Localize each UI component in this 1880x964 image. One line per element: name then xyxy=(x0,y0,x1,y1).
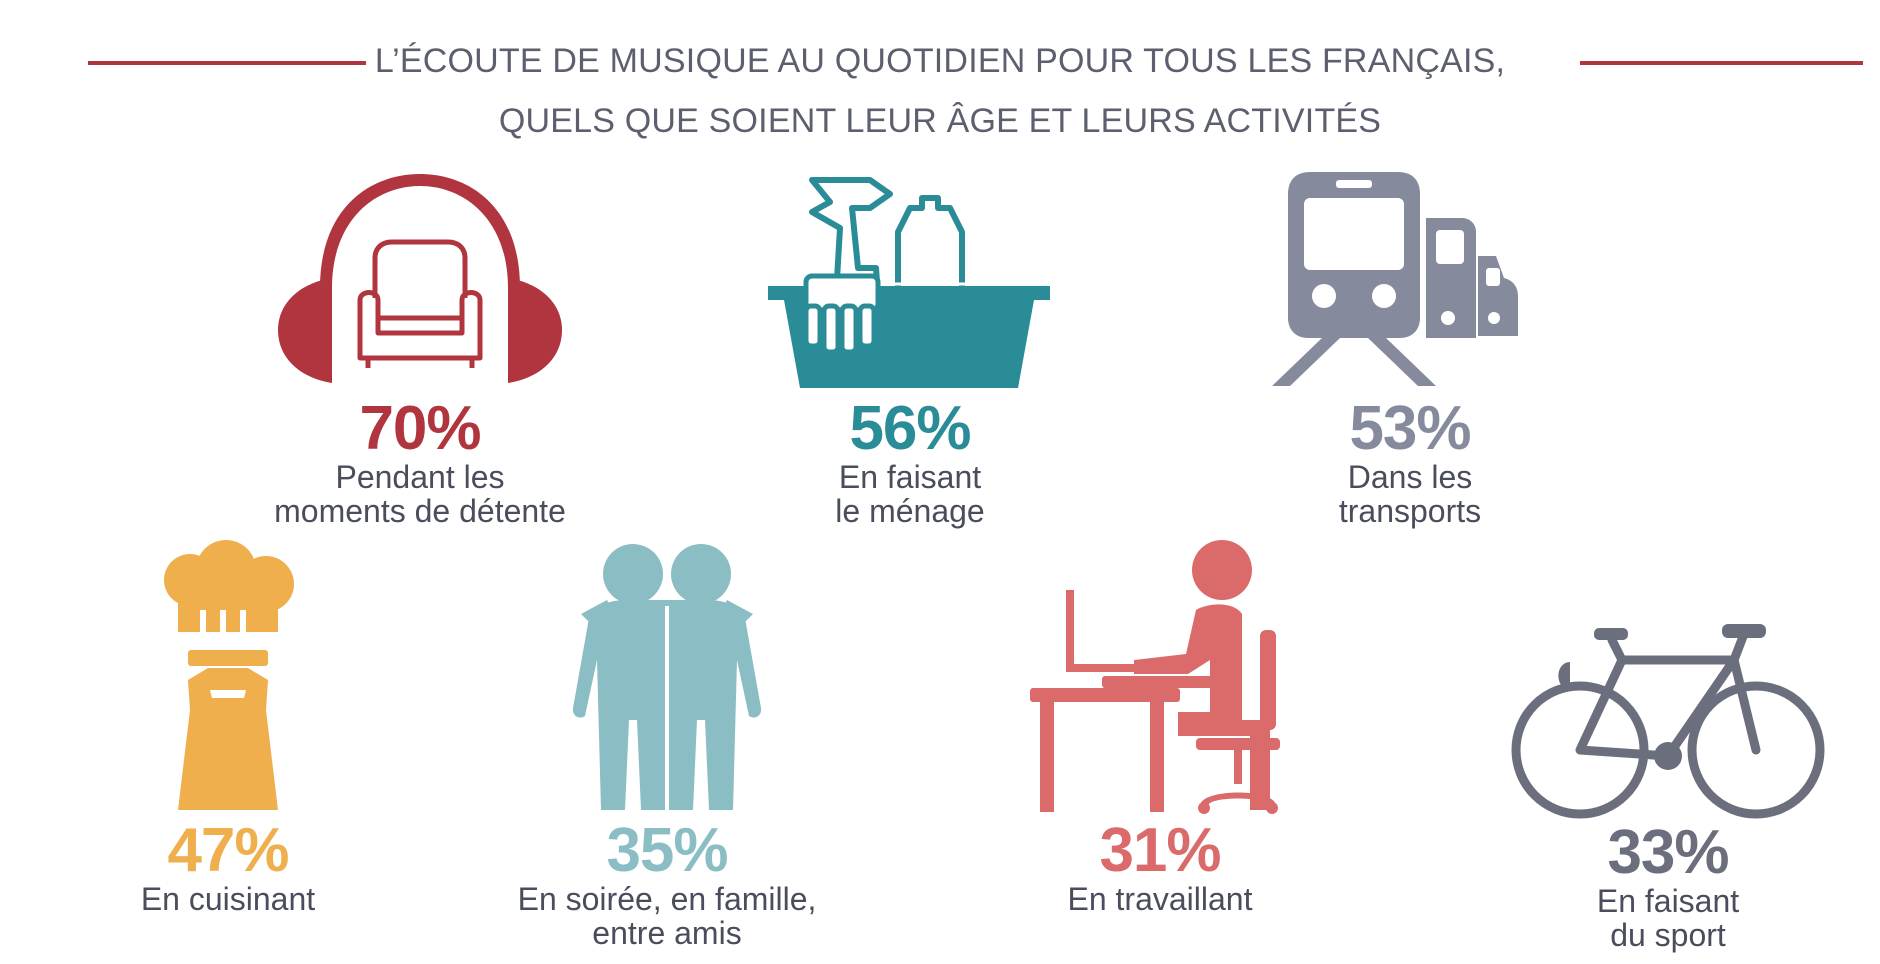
stat-label-line-2: du sport xyxy=(1610,917,1726,953)
stat-percent: 33% xyxy=(1607,818,1729,887)
stat-relaxation: 70% Pendant les moments de détente xyxy=(200,168,640,528)
two-friends-icon xyxy=(447,540,887,820)
stat-working: 31% En travaillant xyxy=(940,540,1380,916)
stat-percent: 35% xyxy=(606,816,728,885)
title-rule-right xyxy=(1580,61,1863,65)
stat-percent: 70% xyxy=(359,394,481,463)
stat-label-line-2: moments de détente xyxy=(274,493,566,529)
stat-percent: 53% xyxy=(1349,394,1471,463)
person-at-desk-icon xyxy=(940,540,1380,820)
stat-label-line-1: Dans les xyxy=(1347,459,1473,495)
stat-percent: 56% xyxy=(849,394,971,463)
headphones-armchair-icon xyxy=(200,168,640,398)
train-truck-car-icon xyxy=(1190,168,1630,398)
stat-label-line-2: entre amis xyxy=(592,915,742,951)
stat-label-line-1: En travaillant xyxy=(1067,881,1253,917)
title-rule-left xyxy=(88,61,366,65)
bicycle-icon xyxy=(1448,616,1880,822)
stat-label-line-1: En cuisinant xyxy=(140,881,316,917)
stat-label-line-1: En soirée, en famille, xyxy=(517,881,817,917)
page-title-line-2: QUELS QUE SOIENT LEUR ÂGE ET LEURS ACTIV… xyxy=(498,102,1382,140)
stat-cooking: 47% En cuisinant xyxy=(8,540,448,916)
page-title-line-1: L’ÉCOUTE DE MUSIQUE AU QUOTIDIEN POUR TO… xyxy=(374,42,1506,80)
stat-transport: 53% Dans les transports xyxy=(1190,168,1630,528)
stat-label-line-1: En faisant xyxy=(1596,883,1740,919)
stat-label-line-1: Pendant les xyxy=(335,459,505,495)
stat-friends: 35% En soirée, en famille, entre amis xyxy=(447,540,887,950)
cleaning-bucket-icon xyxy=(690,168,1130,398)
stat-percent: 47% xyxy=(167,816,289,885)
chef-icon xyxy=(8,540,448,820)
stat-label-line-2: transports xyxy=(1338,493,1482,529)
stat-cleaning: 56% En faisant le ménage xyxy=(690,168,1130,528)
stat-label-line-2: le ménage xyxy=(835,493,985,529)
stat-label-line-1: En faisant xyxy=(838,459,982,495)
stat-sport: 33% En faisant du sport xyxy=(1448,616,1880,952)
stat-percent: 31% xyxy=(1099,816,1221,885)
